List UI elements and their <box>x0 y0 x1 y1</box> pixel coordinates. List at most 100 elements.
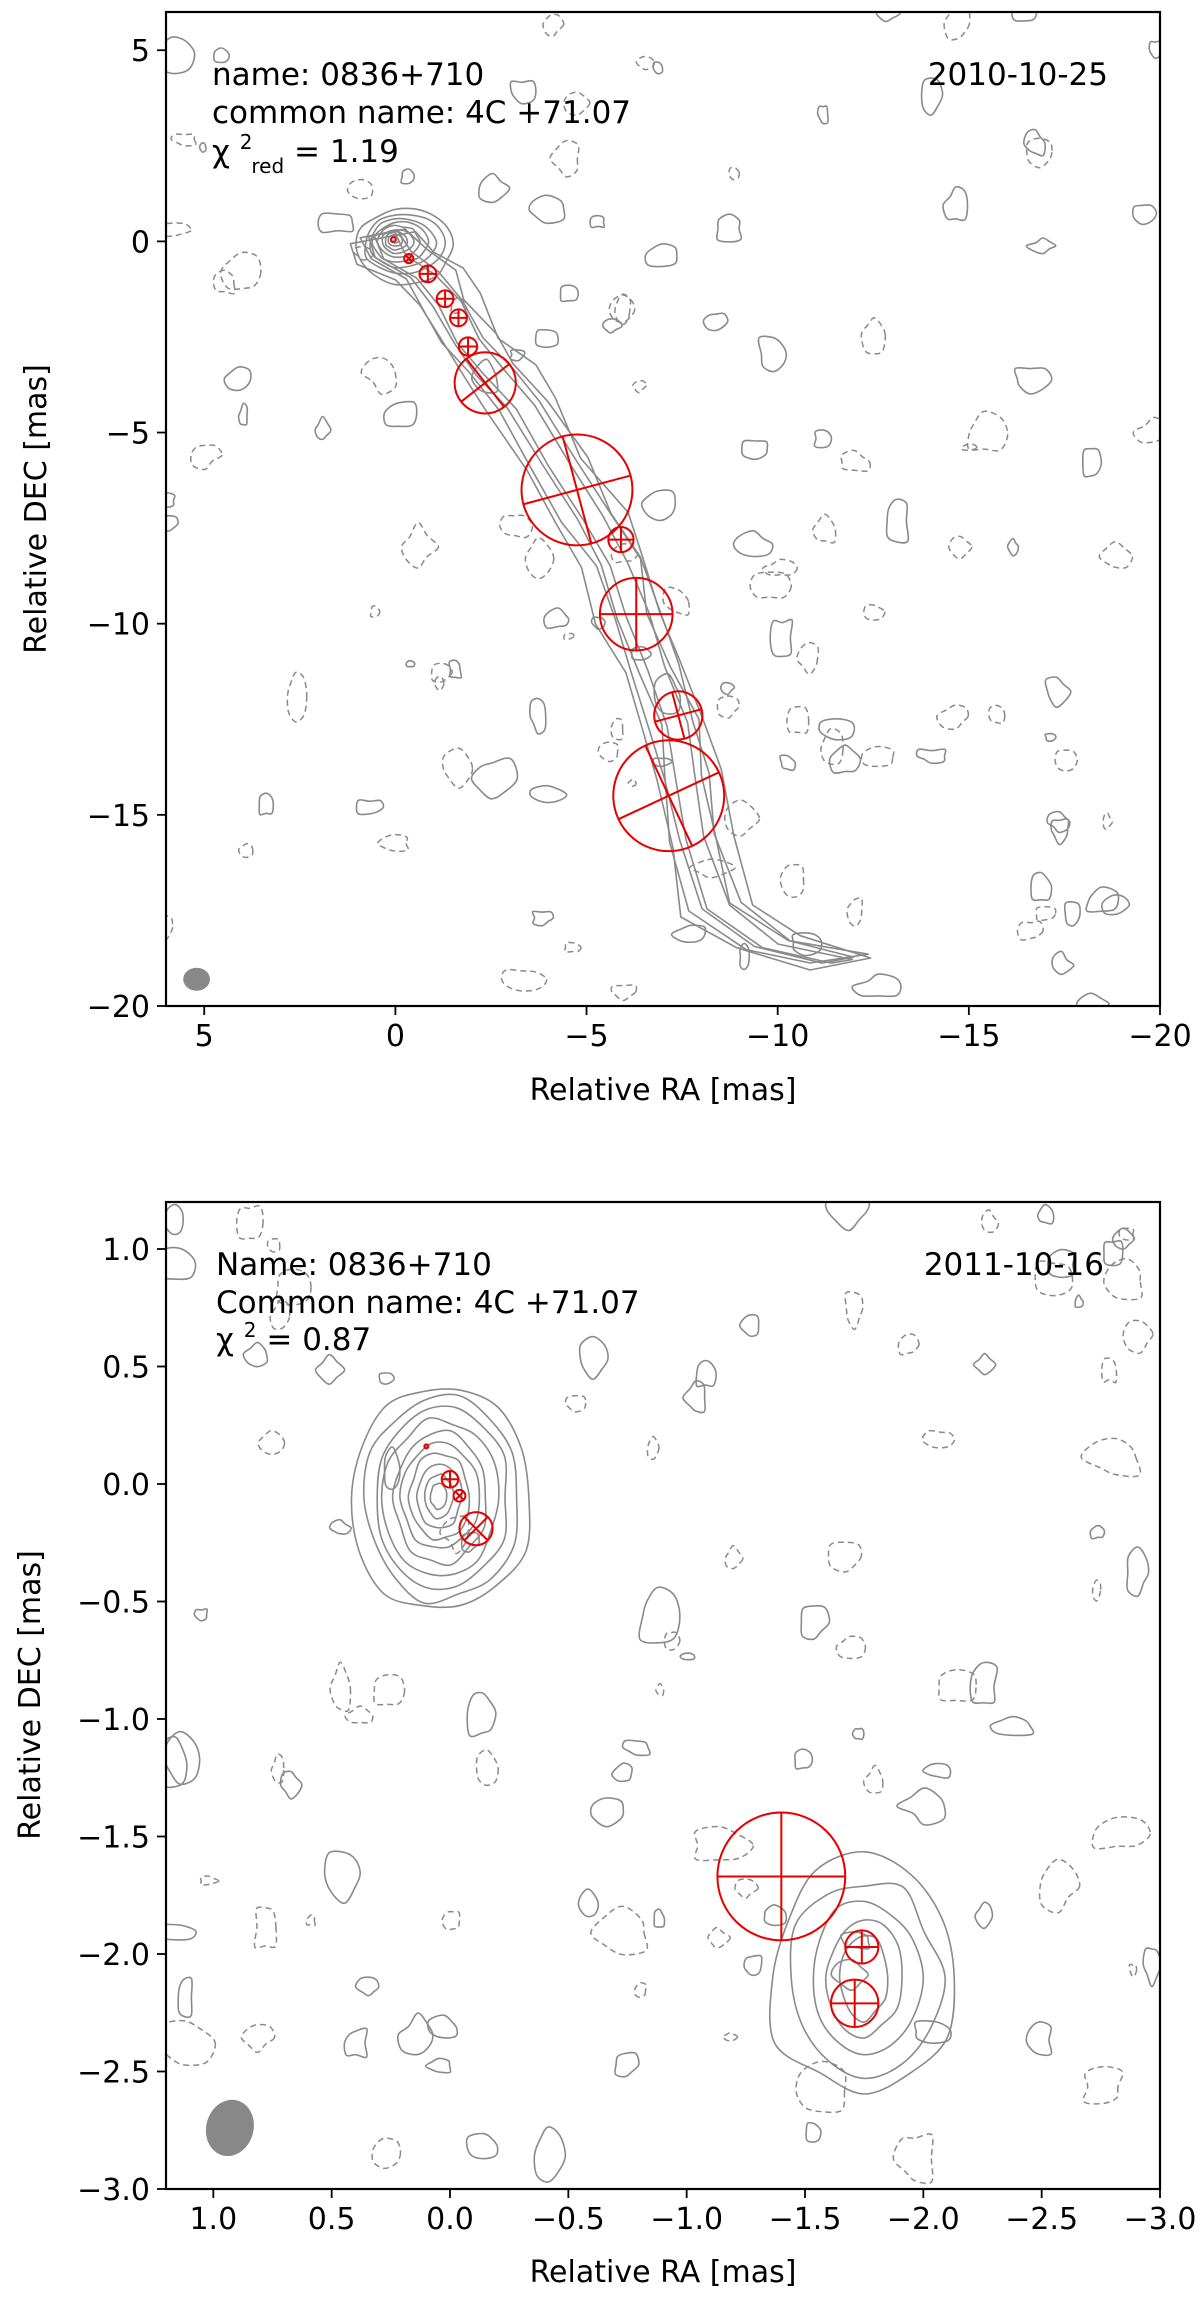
noise-contour <box>1034 1260 1074 1297</box>
noise-contour <box>589 1797 625 1828</box>
noise-contour <box>528 194 566 225</box>
noise-contour <box>1081 447 1103 478</box>
noise-contour <box>757 335 788 373</box>
x-tick-label: 0.5 <box>308 2202 356 2237</box>
bottom-chi-value: = 0.87 <box>266 1322 371 1358</box>
jet-contour <box>349 230 872 971</box>
noise-contour <box>662 586 691 616</box>
component-marker <box>390 236 397 243</box>
noise-contour <box>938 1668 977 1702</box>
noise-contour <box>305 1914 316 1927</box>
noise-contour <box>378 1372 396 1386</box>
noise-contour <box>614 293 632 326</box>
noise-contour <box>922 1762 952 1779</box>
top-chi-symbol: χ <box>212 134 230 170</box>
noise-contour <box>1063 900 1081 927</box>
x-tick-label: 5 <box>195 1019 214 1054</box>
noise-contour <box>531 910 555 927</box>
noise-contour <box>811 513 837 544</box>
noise-contour <box>621 1739 651 1757</box>
noise-contour <box>1011 12 1038 22</box>
y-tick-label: −10 <box>87 608 150 643</box>
y-tick-label: 0.0 <box>102 1468 150 1503</box>
noise-contour <box>235 1204 264 1240</box>
top-x-ticks: 5 0 −5 −10 −15 −20 <box>195 1006 1192 1054</box>
bottom-common-name: Common name: 4C +71.07 <box>216 1285 640 1321</box>
y-tick-label: −3.0 <box>77 2173 150 2208</box>
noise-contour <box>441 747 474 790</box>
noise-contour <box>1075 992 1110 1006</box>
core-contour <box>381 228 415 255</box>
noise-contour <box>1013 366 1053 395</box>
noise-contour <box>360 356 398 396</box>
noise-contour <box>863 604 886 621</box>
noise-contour <box>470 757 519 800</box>
noise-contour <box>728 166 740 181</box>
noise-contour <box>844 1290 864 1331</box>
noise-contour <box>1100 1357 1118 1384</box>
component-circle <box>423 1443 430 1450</box>
secondary-contour <box>812 1900 925 2056</box>
component-marker <box>449 308 468 328</box>
x-tick-label: −10 <box>746 1019 809 1054</box>
noise-contour <box>166 36 196 75</box>
noise-contour <box>897 1333 920 1356</box>
noise-contour <box>563 632 575 641</box>
top-chi-value: = 1.19 <box>294 134 399 170</box>
noise-contour <box>1025 2021 1053 2057</box>
noise-contour <box>663 1631 681 1651</box>
y-tick-label: −1.5 <box>77 1821 150 1856</box>
noise-contour <box>1051 950 1075 976</box>
noise-contour <box>424 2057 452 2074</box>
noise-contour <box>1080 1437 1142 1478</box>
bottom-x-axis-label: Relative RA [mas] <box>530 2255 797 2290</box>
noise-contour <box>646 1435 660 1461</box>
noise-contour <box>1142 1947 1160 1988</box>
noise-contour <box>862 1764 884 1794</box>
noise-contour <box>860 745 895 768</box>
core-contour <box>399 1441 481 1549</box>
noise-contour <box>1046 810 1071 834</box>
x-tick-label: −1.5 <box>769 2202 842 2237</box>
x-tick-label: 0.0 <box>426 2202 474 2237</box>
noise-contour <box>1044 732 1057 743</box>
noise-contour <box>1098 540 1134 569</box>
noise-contour <box>840 449 871 472</box>
core-contour <box>376 1405 508 1591</box>
y-tick-label: −15 <box>87 799 150 834</box>
component-cross-v <box>454 1490 465 1501</box>
noise-contour <box>286 671 308 723</box>
noise-contour <box>1046 1248 1076 1279</box>
noise-contour <box>543 607 570 630</box>
noise-contour <box>509 79 537 105</box>
bottom-x-ticks: 1.0 0.5 0.0 −0.5 −1.0 −1.5 −2.0 −2.5 −3.0 <box>189 2189 1196 2237</box>
noise-contour <box>779 863 805 899</box>
component-marker <box>716 1811 847 1942</box>
noise-contour <box>840 1931 871 1950</box>
component-marker <box>458 1511 494 1547</box>
noise-contour <box>793 1748 814 1770</box>
noise-contour <box>610 717 624 741</box>
noise-contour <box>1030 871 1053 902</box>
noise-contour <box>1126 1546 1150 1598</box>
noise-contour <box>716 213 743 243</box>
y-tick-label: −5 <box>106 417 150 452</box>
noise-contour <box>597 741 620 763</box>
noise-contour <box>475 1749 499 1787</box>
noise-contour <box>1035 905 1057 922</box>
noise-contour <box>269 1299 291 1330</box>
x-tick-label: −1.0 <box>650 2202 723 2237</box>
noise-contour <box>590 1905 649 1956</box>
noise-contour <box>314 1353 346 1385</box>
x-tick-label: −2.5 <box>1005 2202 1078 2237</box>
noise-contour <box>824 1202 871 1232</box>
noise-contour <box>738 1313 760 1338</box>
noise-contour <box>653 672 682 715</box>
noise-contour <box>400 521 440 569</box>
noise-contour <box>644 242 678 268</box>
noise-contour <box>763 1904 788 1927</box>
x-tick-label: −0.5 <box>532 2202 605 2237</box>
noise-contour <box>257 1429 286 1456</box>
noise-contour <box>943 12 971 41</box>
